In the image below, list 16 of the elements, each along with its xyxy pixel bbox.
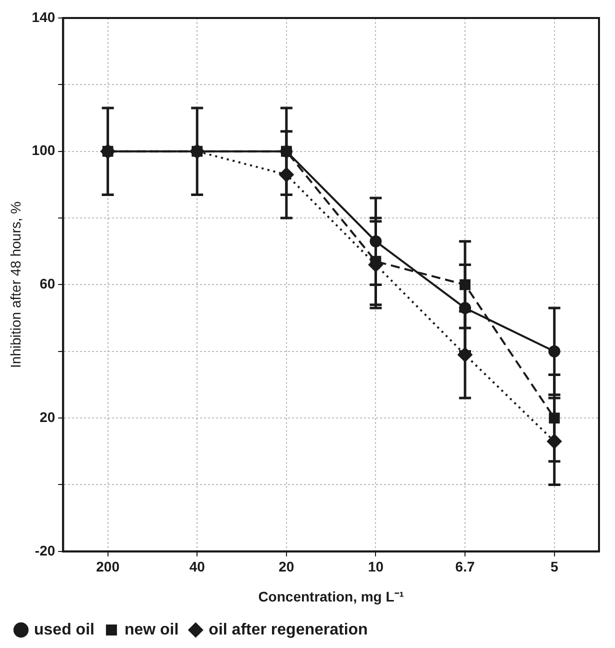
y-axis-title: Inhibition after 48 hours, % <box>7 201 24 368</box>
x-tick-label: 200 <box>96 558 120 575</box>
y-tick-label: 140 <box>32 8 56 25</box>
legend-label: new oil <box>124 621 179 638</box>
x-tick-label: 10 <box>368 558 384 575</box>
x-tick-label: 5 <box>550 558 558 575</box>
x-axis-title: Concentration, mg L⁻¹ <box>258 588 404 604</box>
y-tick-label: 100 <box>32 142 56 158</box>
legend-label: oil after regeneration <box>208 621 368 638</box>
legend-label: used oil <box>34 621 94 638</box>
y-tick-label: 20 <box>40 408 56 425</box>
x-tick-label: 40 <box>189 558 206 575</box>
x-tick-label: 20 <box>278 558 294 575</box>
y-tick-label: 60 <box>40 276 56 292</box>
x-tick-label: 6.7 <box>455 558 475 575</box>
y-tick-label: -20 <box>34 542 56 558</box>
